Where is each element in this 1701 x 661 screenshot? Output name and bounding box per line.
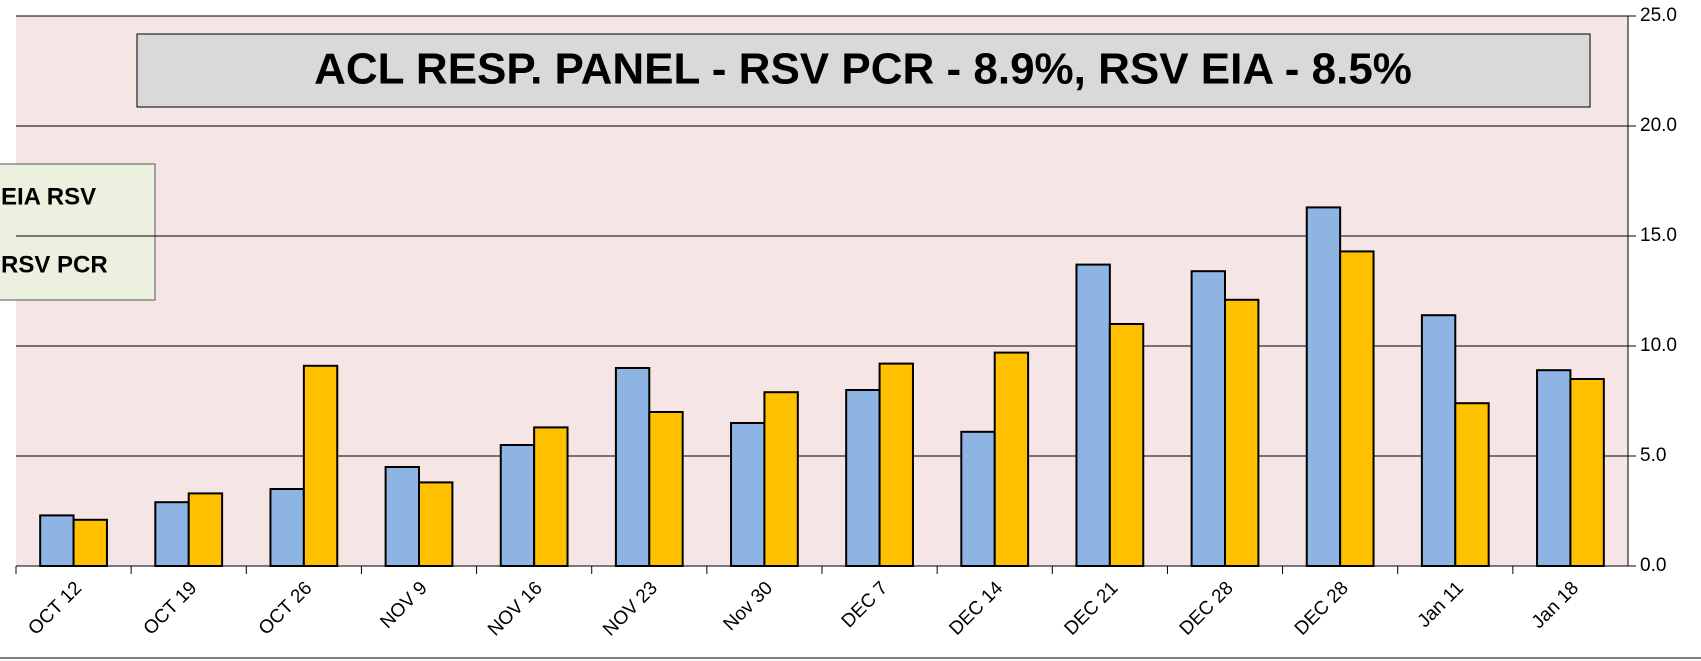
legend — [0, 163, 156, 301]
x-tick-label: Nov 30 — [720, 578, 777, 635]
bar — [1339, 250, 1375, 567]
bar — [763, 391, 799, 568]
bar — [1569, 378, 1605, 567]
bar — [1420, 314, 1457, 568]
bar — [154, 501, 190, 568]
bar — [187, 492, 224, 567]
x-tick-label: DEC 21 — [1061, 578, 1123, 640]
x-tick-label: DEC 7 — [838, 578, 892, 632]
bar — [72, 518, 108, 567]
bar — [878, 362, 914, 567]
x-tick-label: NOV 23 — [599, 578, 662, 641]
bar — [1454, 402, 1490, 568]
y-tick-label: 15.0 — [1640, 225, 1677, 246]
bar — [1190, 270, 1226, 567]
bar — [648, 411, 684, 567]
title-box — [136, 33, 1591, 108]
bar — [1075, 263, 1111, 567]
x-tick-label: NOV 9 — [376, 578, 431, 633]
x-tick-label: OCT 19 — [140, 578, 202, 640]
y-tick-label: 20.0 — [1640, 115, 1677, 136]
bar — [302, 364, 339, 567]
bar — [39, 514, 75, 568]
y-tick-label: 5.0 — [1640, 445, 1666, 466]
x-tick-label: DEC 14 — [945, 577, 1007, 639]
bar — [499, 444, 536, 567]
x-tick-label: NOV 16 — [484, 578, 547, 641]
y-tick-label: 10.0 — [1640, 335, 1677, 356]
bar — [533, 426, 569, 567]
bar — [1108, 323, 1145, 567]
x-tick-label: OCT 12 — [25, 578, 87, 640]
bar — [730, 422, 766, 567]
bar — [960, 430, 996, 567]
x-tick-label: DEC 28 — [1291, 578, 1353, 640]
bar — [1536, 369, 1572, 568]
legend-label: EIA RSV — [1, 183, 96, 210]
bar — [1224, 298, 1260, 567]
bar — [418, 481, 454, 567]
bar — [1305, 206, 1342, 567]
x-tick-label: OCT 26 — [255, 578, 317, 640]
chart-title: ACL RESP. PANEL - RSV PCR - 8.9%, RSV EI… — [314, 45, 1412, 94]
legend-label: RSV PCR — [1, 251, 108, 278]
bar — [993, 351, 1030, 567]
bar — [384, 466, 421, 567]
bar — [614, 367, 651, 567]
x-tick-label: DEC 28 — [1176, 578, 1238, 640]
y-tick-label: 25.0 — [1640, 5, 1677, 26]
x-tick-label: Jan 18 — [1528, 578, 1583, 633]
x-tick-label: Jan 11 — [1414, 578, 1468, 632]
bar — [845, 389, 881, 567]
y-tick-label: 0.0 — [1640, 555, 1666, 576]
bar — [269, 488, 305, 567]
